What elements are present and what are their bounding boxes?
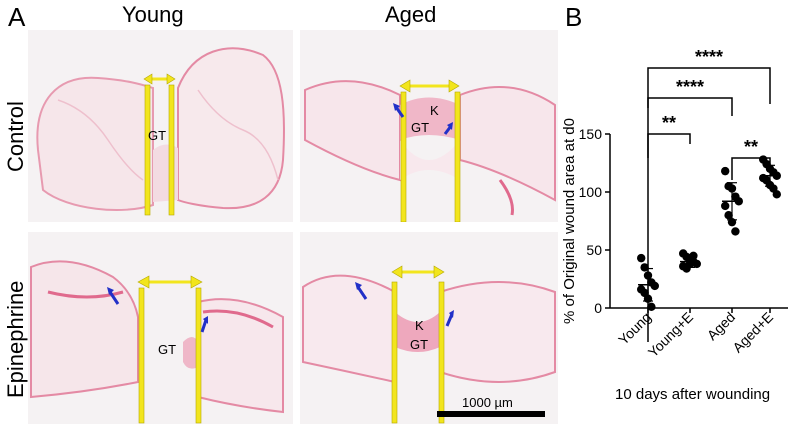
significance-bracket <box>731 157 771 180</box>
data-point <box>650 281 659 291</box>
significance-bracket <box>647 67 771 108</box>
histology-aged-control: GT K <box>300 30 558 222</box>
histology-aged-epinephrine: GT K <box>300 232 558 424</box>
significance-label: **** <box>676 77 704 97</box>
data-point <box>637 253 646 263</box>
data-point <box>647 302 656 312</box>
scale-bar-label: 1000 µm <box>462 395 513 410</box>
significance-label: **** <box>695 47 723 67</box>
wound-area-chart: 0 50 100 150% of Original wound area at d0 Y… <box>560 30 800 385</box>
row-title-epinephrine: Epinephrine <box>3 280 28 398</box>
significance-bracket <box>647 133 691 342</box>
panel-letter-b: B <box>565 2 583 32</box>
label-gt: GT <box>158 342 177 357</box>
label-gt: GT <box>410 337 429 352</box>
data-point <box>721 201 730 211</box>
significance-label: ** <box>744 137 758 157</box>
panel-letter-a: A <box>8 2 26 32</box>
histology-young-epinephrine: GT <box>28 232 293 424</box>
label-gt: GT <box>148 128 167 143</box>
data-point <box>721 166 730 176</box>
x-tick-label: Aged+E <box>729 309 776 356</box>
column-title-young: Young <box>122 2 184 27</box>
y-axis-label: % of Original wound area at d0 <box>561 118 578 324</box>
x-tick-label: Aged <box>704 309 738 343</box>
data-point <box>772 190 781 199</box>
data-point <box>731 227 740 236</box>
y-tick-label: 150 <box>579 126 603 142</box>
label-gt: GT <box>411 120 430 135</box>
data-point <box>640 263 649 272</box>
label-k: K <box>415 318 424 333</box>
label-k: K <box>430 103 439 118</box>
significance-bracket <box>647 97 733 158</box>
y-tick-label: 50 <box>586 242 602 258</box>
histology-young-control: GT <box>28 30 293 222</box>
y-tick-label: 0 <box>594 300 602 316</box>
significance-label: ** <box>662 113 676 133</box>
column-title-aged: Aged <box>385 2 437 27</box>
scale-bar <box>437 411 545 417</box>
y-tick-label: 100 <box>579 184 603 200</box>
x-tick-label: Young+E <box>645 309 696 360</box>
row-title-control: Control <box>3 101 28 172</box>
data-point <box>724 211 733 220</box>
chart-footnote: 10 days after wounding <box>615 386 771 403</box>
